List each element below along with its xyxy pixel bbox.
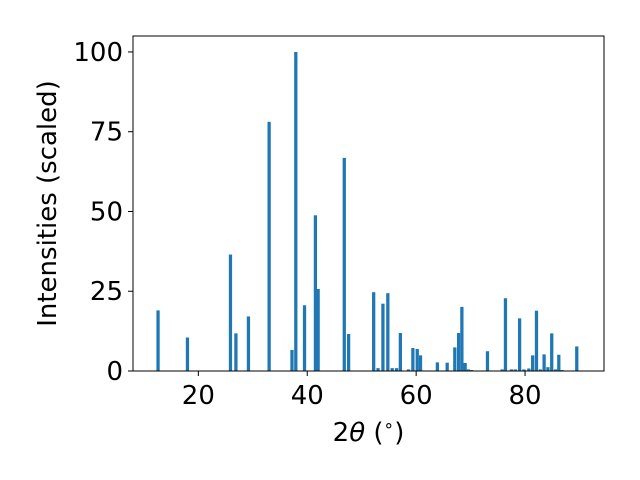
bar <box>531 355 535 371</box>
bar <box>445 362 449 371</box>
bar <box>553 369 558 371</box>
bar <box>342 157 346 371</box>
bar <box>542 354 546 371</box>
bar <box>390 368 394 371</box>
bar <box>386 293 390 371</box>
bar <box>346 333 351 371</box>
y-tick-label: 75 <box>90 118 123 148</box>
bar <box>575 346 579 371</box>
bars-group <box>156 51 579 371</box>
bar <box>453 347 457 371</box>
bar <box>546 367 550 371</box>
bar <box>267 121 271 371</box>
bar <box>460 306 464 371</box>
bar <box>500 369 504 371</box>
bar <box>485 351 490 371</box>
bar <box>415 348 419 371</box>
bar <box>550 333 554 371</box>
bar <box>313 215 318 371</box>
y-tick-label: 25 <box>90 277 123 307</box>
bar <box>517 318 522 371</box>
bar <box>156 310 160 371</box>
x-ticks-group: 20 40 60 80 <box>182 371 542 411</box>
bar <box>290 349 294 371</box>
x-axis-label-degree: ∘ <box>384 416 395 436</box>
bar <box>435 362 440 371</box>
y-axis-label: Intensities (scaled) <box>33 80 63 327</box>
bar <box>302 305 307 371</box>
x-tick-label: 80 <box>508 381 541 411</box>
bar <box>513 369 517 371</box>
bar <box>534 310 539 371</box>
bar <box>538 369 542 371</box>
bar <box>466 369 471 371</box>
x-tick-label: 20 <box>182 381 215 411</box>
bar <box>394 368 399 371</box>
x-axis-label-part-4: ) <box>394 418 404 448</box>
bar <box>398 333 402 371</box>
y-tick-label: 0 <box>106 357 123 387</box>
x-axis-label-theta: θ <box>349 418 365 448</box>
bar <box>418 355 423 371</box>
bar <box>381 303 385 371</box>
bar <box>509 369 514 371</box>
bar <box>463 363 467 371</box>
bar <box>246 316 251 371</box>
bar <box>411 348 415 371</box>
x-tick-label: 60 <box>400 381 433 411</box>
x-tick-label: 40 <box>291 381 324 411</box>
bar <box>234 333 238 371</box>
bar <box>185 337 190 371</box>
bar <box>376 368 380 371</box>
bar <box>503 298 508 371</box>
bar <box>294 51 298 371</box>
bar <box>522 369 526 371</box>
bar <box>228 254 233 371</box>
y-tick-label: 50 <box>90 197 123 227</box>
bar <box>316 289 320 371</box>
bar <box>372 292 376 371</box>
x-axis-label-part-0: 2 <box>333 418 350 448</box>
x-axis-label-part-2: ( <box>365 418 383 448</box>
bar <box>527 368 531 371</box>
plot-frame <box>132 35 605 372</box>
bar <box>557 354 561 371</box>
bar <box>456 333 461 371</box>
bar <box>406 369 411 371</box>
y-ticks-group: 0 25 50 75 100 <box>73 38 133 387</box>
x-axis-label: 2θ (∘) <box>333 416 405 448</box>
y-tick-label: 100 <box>73 38 123 68</box>
